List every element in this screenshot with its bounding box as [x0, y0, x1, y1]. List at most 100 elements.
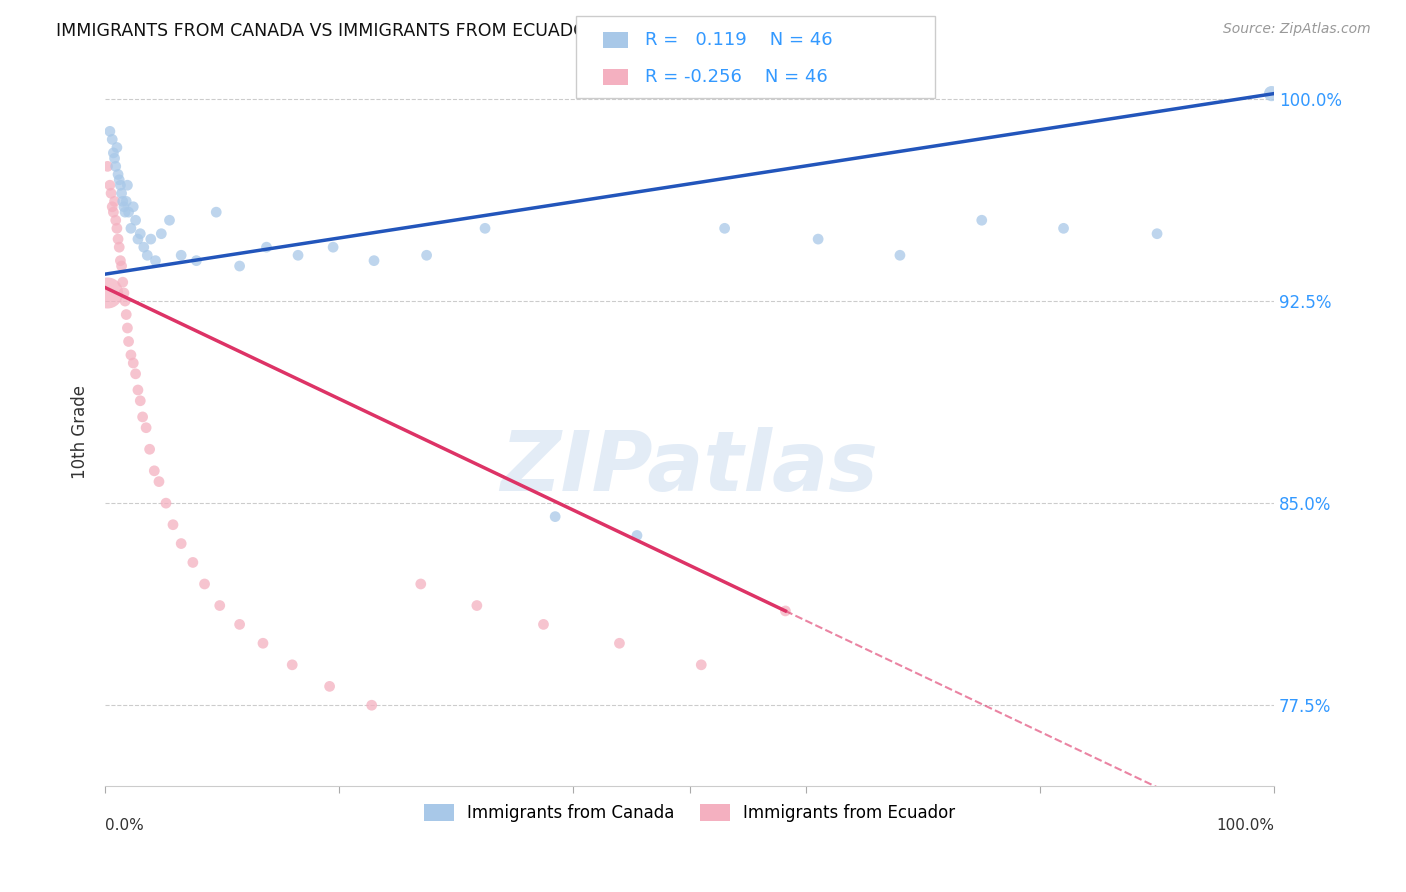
Point: [775, 604, 797, 618]
Point: [117, 178, 139, 193]
Point: [107, 168, 129, 182]
Point: [322, 240, 344, 254]
Point: [122, 200, 145, 214]
Point: [112, 200, 135, 214]
Point: [281, 657, 304, 672]
Point: [544, 509, 567, 524]
Point: [112, 285, 135, 300]
Point: [132, 240, 155, 254]
Point: [162, 517, 184, 532]
Point: [228, 617, 250, 632]
Point: [96, 159, 118, 173]
Point: [409, 577, 432, 591]
Point: [287, 248, 309, 262]
Point: [110, 259, 132, 273]
Text: 100.0%: 100.0%: [1216, 818, 1274, 833]
Point: [889, 248, 911, 262]
Point: [107, 232, 129, 246]
Point: [105, 221, 128, 235]
Point: [117, 334, 139, 349]
Point: [124, 213, 146, 227]
Point: [170, 536, 193, 550]
Point: [103, 151, 125, 165]
Point: [129, 227, 152, 241]
Point: [122, 356, 145, 370]
Point: [108, 173, 131, 187]
Point: [110, 186, 132, 201]
Point: [609, 636, 631, 650]
Point: [136, 248, 159, 262]
Point: [115, 308, 138, 322]
Point: [100, 186, 122, 201]
Point: [101, 132, 124, 146]
Point: [360, 698, 382, 713]
Point: [104, 159, 127, 173]
Point: [135, 420, 157, 434]
Text: Source: ZipAtlas.com: Source: ZipAtlas.com: [1223, 22, 1371, 37]
Point: [131, 409, 153, 424]
Point: [129, 393, 152, 408]
Point: [626, 528, 648, 542]
Point: [104, 213, 127, 227]
Text: R =   0.119    N = 46: R = 0.119 N = 46: [645, 31, 832, 49]
Point: [103, 194, 125, 209]
Point: [1052, 221, 1074, 235]
Point: [115, 194, 138, 209]
Point: [170, 248, 193, 262]
Point: [318, 679, 340, 693]
Point: [533, 617, 555, 632]
Point: [1260, 87, 1282, 101]
Point: [193, 577, 215, 591]
Point: [228, 259, 250, 273]
Point: [208, 599, 231, 613]
Point: [807, 232, 830, 246]
Point: [138, 442, 160, 457]
Point: [110, 253, 132, 268]
Point: [970, 213, 993, 227]
Point: [256, 240, 278, 254]
Point: [98, 178, 121, 193]
Point: [111, 194, 134, 209]
Point: [143, 464, 166, 478]
Point: [103, 145, 125, 160]
Point: [124, 367, 146, 381]
Point: [108, 240, 131, 254]
Point: [252, 636, 274, 650]
Text: ZIPatlas: ZIPatlas: [501, 426, 879, 508]
Point: [127, 232, 149, 246]
Point: [110, 178, 132, 193]
Point: [96, 285, 118, 300]
Point: [117, 205, 139, 219]
Point: [465, 599, 488, 613]
Point: [1146, 227, 1168, 241]
Point: [98, 124, 121, 138]
Point: [155, 496, 177, 510]
Point: [205, 205, 228, 219]
Point: [363, 253, 385, 268]
Point: [101, 200, 124, 214]
Point: [114, 205, 136, 219]
Y-axis label: 10th Grade: 10th Grade: [72, 384, 89, 479]
Point: [105, 140, 128, 154]
Point: [186, 253, 208, 268]
Point: [111, 275, 134, 289]
Point: [159, 213, 181, 227]
Point: [127, 383, 149, 397]
Point: [690, 657, 713, 672]
Point: [181, 556, 204, 570]
Point: [474, 221, 496, 235]
Legend: Immigrants from Canada, Immigrants from Ecuador: Immigrants from Canada, Immigrants from …: [418, 797, 962, 829]
Point: [150, 227, 173, 241]
Point: [415, 248, 437, 262]
Point: [117, 321, 139, 335]
Point: [139, 232, 162, 246]
Text: IMMIGRANTS FROM CANADA VS IMMIGRANTS FROM ECUADOR 10TH GRADE CORRELATION CHART: IMMIGRANTS FROM CANADA VS IMMIGRANTS FRO…: [56, 22, 911, 40]
Point: [114, 294, 136, 309]
Point: [120, 348, 142, 362]
Point: [145, 253, 167, 268]
Point: [120, 221, 142, 235]
Point: [103, 205, 125, 219]
Text: 0.0%: 0.0%: [105, 818, 143, 833]
Point: [713, 221, 735, 235]
Point: [148, 475, 170, 489]
